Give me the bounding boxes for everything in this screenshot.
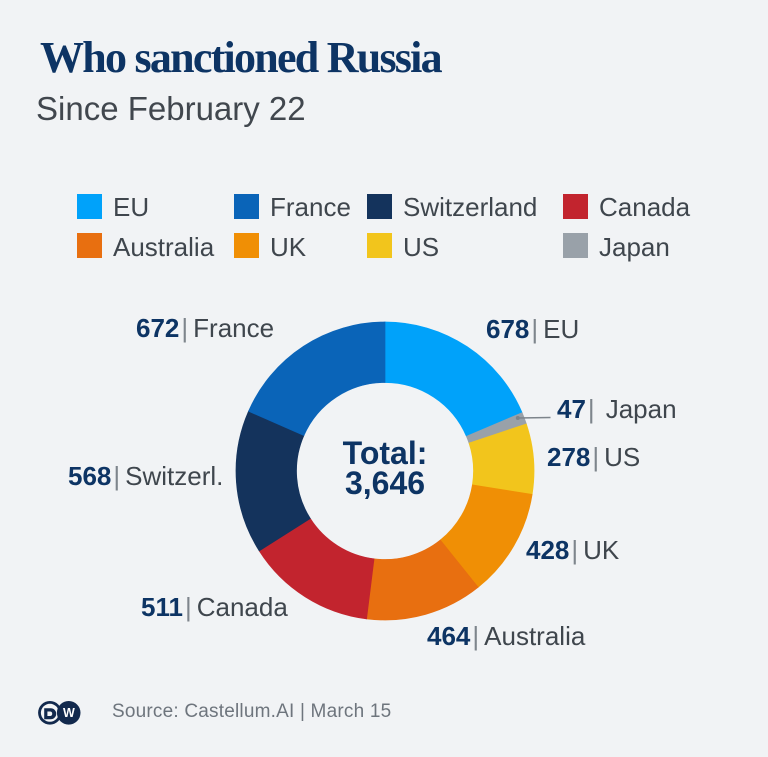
svg-text:W: W [63, 706, 75, 720]
